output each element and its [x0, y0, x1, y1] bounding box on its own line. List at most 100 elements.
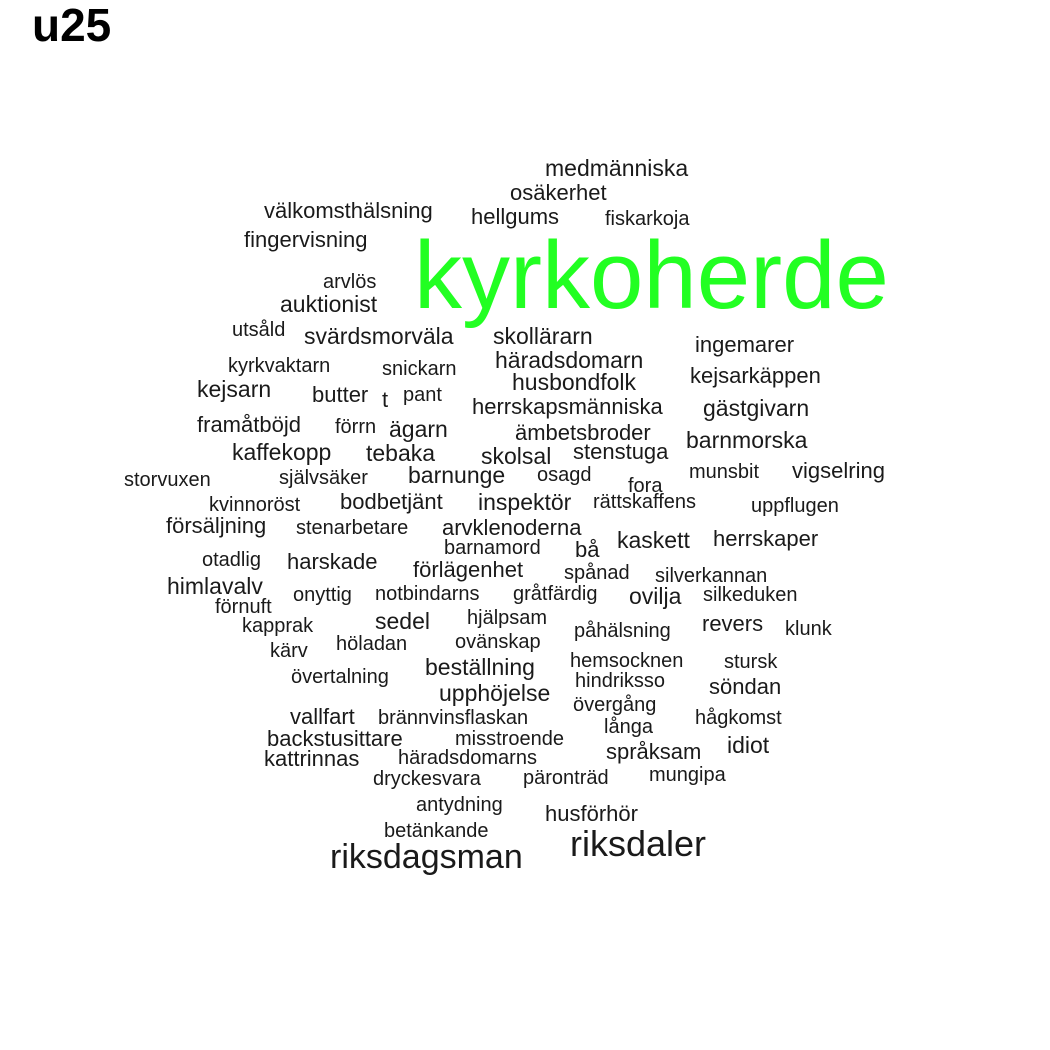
word-76: stursk — [724, 651, 778, 673]
word-24: herrskapsmänniska — [472, 394, 663, 419]
word-95: päronträd — [523, 767, 609, 789]
word-80: söndan — [709, 674, 782, 699]
word-33: skolsal — [481, 443, 552, 469]
word-90: språksam — [606, 739, 702, 764]
word-50: kaskett — [617, 527, 690, 553]
word-2: riksdagsman — [330, 838, 523, 876]
word-91: kattrinnas — [264, 746, 360, 771]
word-59: himlavalv — [167, 573, 263, 599]
word-32: tebaka — [366, 440, 436, 466]
word-86: hågkomst — [695, 707, 782, 729]
word-23: pant — [403, 384, 442, 406]
word-56: förlägenhet — [413, 557, 524, 582]
word-98: betänkande — [384, 820, 489, 842]
word-0: kyrkoherde — [414, 222, 889, 329]
word-36: vigselring — [792, 458, 885, 483]
word-68: sedel — [375, 608, 430, 634]
word-31: kaffekopp — [232, 439, 332, 465]
word-87: backstusittare — [267, 726, 403, 751]
word-8: fingervisning — [244, 227, 368, 252]
word-51: herrskaper — [713, 526, 819, 551]
word-4: osäkerhet — [510, 180, 607, 205]
word-21: butter — [312, 382, 369, 407]
word-37: storvuxen — [124, 469, 211, 491]
word-28: ägarn — [389, 416, 448, 442]
word-27: förrn — [335, 416, 377, 438]
word-75: hemsocknen — [570, 650, 684, 672]
word-14: ingemarer — [695, 332, 795, 357]
word-16: kyrkvaktarn — [228, 355, 331, 377]
word-30: barnmorska — [686, 427, 808, 453]
word-77: beställning — [425, 654, 535, 680]
word-20: kejsarn — [197, 376, 272, 402]
word-52: barnamord — [444, 537, 541, 559]
word-19: kejsarkäppen — [690, 363, 821, 388]
word-48: stenarbetare — [296, 517, 409, 539]
word-61: notbindarns — [375, 583, 480, 605]
word-58: silverkannan — [655, 565, 768, 587]
word-74: kärv — [270, 640, 308, 662]
word-12: svärdsmorväla — [304, 323, 454, 349]
word-63: ovilja — [629, 583, 682, 609]
word-81: upphöjelse — [439, 680, 551, 706]
word-92: häradsdomarns — [398, 747, 537, 769]
word-44: inspektör — [478, 489, 572, 515]
word-38: självsäker — [279, 467, 368, 489]
word-40: osagd — [537, 464, 592, 486]
word-73: ovänskap — [455, 631, 541, 653]
word-17: snickarn — [382, 358, 457, 380]
word-64: silkeduken — [703, 584, 798, 606]
word-57: spånad — [564, 562, 630, 584]
word-78: övertalning — [291, 666, 389, 688]
word-26: framåtböjd — [197, 412, 301, 437]
word-6: hellgums — [471, 204, 560, 229]
word-35: munsbit — [689, 461, 760, 483]
word-60: onyttig — [293, 584, 352, 606]
word-66: hjälpsam — [467, 607, 548, 629]
word-34: stenstuga — [573, 439, 669, 464]
word-55: harskade — [287, 549, 378, 574]
word-79: hindriksso — [575, 670, 666, 692]
word-1: riksdaler — [570, 823, 707, 864]
word-97: husförhör — [545, 801, 638, 826]
word-47: försäljning — [166, 513, 267, 538]
word-25: gästgivarn — [703, 395, 810, 421]
word-49: arvklenoderna — [442, 515, 582, 540]
word-53: bå — [575, 537, 600, 562]
page-title: u25 — [32, 0, 112, 51]
word-94: dryckesvara — [373, 768, 481, 790]
word-29: ämbetsbroder — [515, 420, 651, 445]
word-93: mungipa — [649, 764, 726, 786]
word-54: otadlig — [202, 549, 261, 571]
word-46: uppflugen — [751, 495, 839, 517]
word-72: höladan — [336, 633, 408, 655]
word-88: misstroende — [455, 728, 564, 750]
word-3: medmänniska — [545, 155, 689, 181]
word-83: vallfart — [290, 704, 355, 729]
word-42: kvinnoröst — [209, 494, 301, 516]
word-85: långa — [604, 716, 653, 738]
word-7: fiskarkoja — [605, 208, 690, 230]
word-18: husbondfolk — [512, 369, 637, 395]
word-71: klunk — [785, 618, 832, 640]
word-65: förnuft — [215, 596, 272, 618]
word-69: påhälsning — [574, 620, 671, 642]
word-39: barnunge — [408, 462, 506, 488]
word-10: auktionist — [280, 291, 378, 317]
word-5: välkomsthälsning — [264, 198, 433, 223]
word-41: fora — [628, 475, 663, 497]
word-89: idiot — [727, 732, 770, 758]
word-13: skollärarn — [493, 323, 593, 349]
word-15: häradsdomarn — [495, 347, 644, 373]
word-62: gråtfärdig — [513, 583, 598, 605]
word-11: utsåld — [232, 319, 286, 341]
word-84: brännvinsflaskan — [378, 707, 529, 729]
word-45: rättskaffens — [593, 491, 697, 513]
word-96: antydning — [416, 794, 503, 816]
word-82: övergång — [573, 694, 657, 716]
word-22: t — [382, 387, 389, 412]
word-9: arvlös — [323, 271, 377, 293]
word-67: kapprak — [242, 615, 314, 637]
word-70: revers — [702, 611, 764, 636]
